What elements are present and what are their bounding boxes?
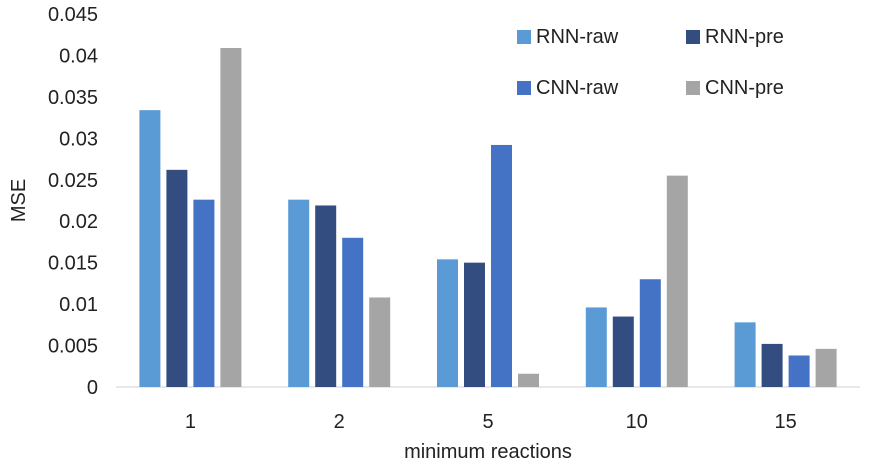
x-axis-label: minimum reactions [404, 441, 572, 463]
bar-cnn-raw-1 [193, 199, 215, 387]
bar-cnn-pre-5 [518, 373, 539, 387]
bar-rnn-pre-15 [761, 343, 783, 387]
legend: RNN-raw RNN-pre CNN-raw CNN-pre [517, 26, 784, 99]
y-tick-label: 0.045 [48, 4, 98, 26]
y-tick-label: 0.035 [48, 87, 98, 109]
y-tick-label: 0.04 [59, 45, 98, 67]
bar-rnn-raw-15 [734, 322, 756, 387]
y-tick-label: 0.02 [59, 211, 98, 233]
legend-swatch-cnn-pre [686, 81, 700, 95]
y-tick-label: 0.015 [48, 253, 98, 275]
bar-rnn-pre-10 [612, 316, 634, 387]
bar-rnn-raw-1 [139, 110, 161, 387]
y-tick-label: 0.025 [48, 170, 98, 192]
bar-rnn-pre-5 [464, 262, 485, 387]
bar-rnn-raw-2 [288, 199, 310, 387]
x-tick-label: 2 [334, 411, 345, 433]
bar-cnn-pre-2 [369, 297, 391, 387]
y-tick-label: 0 [87, 377, 98, 399]
legend-label-cnn-raw: CNN-raw [536, 77, 619, 99]
bar-rnn-pre-2 [315, 205, 337, 387]
bars [139, 47, 837, 388]
x-tick-label: 5 [482, 411, 493, 433]
x-tick-label: 15 [774, 411, 796, 433]
bar-rnn-pre-1 [166, 169, 188, 387]
legend-label-rnn-raw: RNN-raw [536, 26, 619, 48]
y-axis-label: MSE [8, 179, 30, 222]
bar-rnn-raw-5 [437, 259, 458, 387]
bar-cnn-raw-10 [639, 279, 661, 387]
bar-cnn-pre-10 [666, 175, 688, 387]
legend-label-cnn-pre: CNN-pre [705, 77, 784, 99]
bar-rnn-raw-10 [585, 307, 607, 387]
bar-cnn-raw-5 [491, 144, 512, 387]
legend-label-rnn-pre: RNN-pre [705, 26, 784, 48]
legend-swatch-cnn-raw [517, 81, 531, 95]
bar-cnn-pre-15 [815, 348, 837, 387]
x-tick-label: 10 [626, 411, 648, 433]
bar-cnn-raw-15 [788, 355, 810, 387]
y-tick-label: 0.03 [59, 128, 98, 150]
bar-cnn-raw-2 [342, 237, 364, 387]
bar-cnn-pre-1 [220, 47, 242, 388]
x-tick-label: 1 [185, 411, 196, 433]
y-axis-ticks: 0 0.005 0.01 0.015 0.02 0.025 0.03 0.035 0.04 0.0… [48, 4, 98, 399]
y-tick-label: 0.01 [59, 294, 98, 316]
legend-swatch-rnn-pre [686, 30, 700, 44]
y-tick-label: 0.005 [48, 336, 98, 358]
legend-swatch-rnn-raw [517, 30, 531, 44]
x-axis-ticks: 1 2 5 10 15 [185, 411, 797, 433]
